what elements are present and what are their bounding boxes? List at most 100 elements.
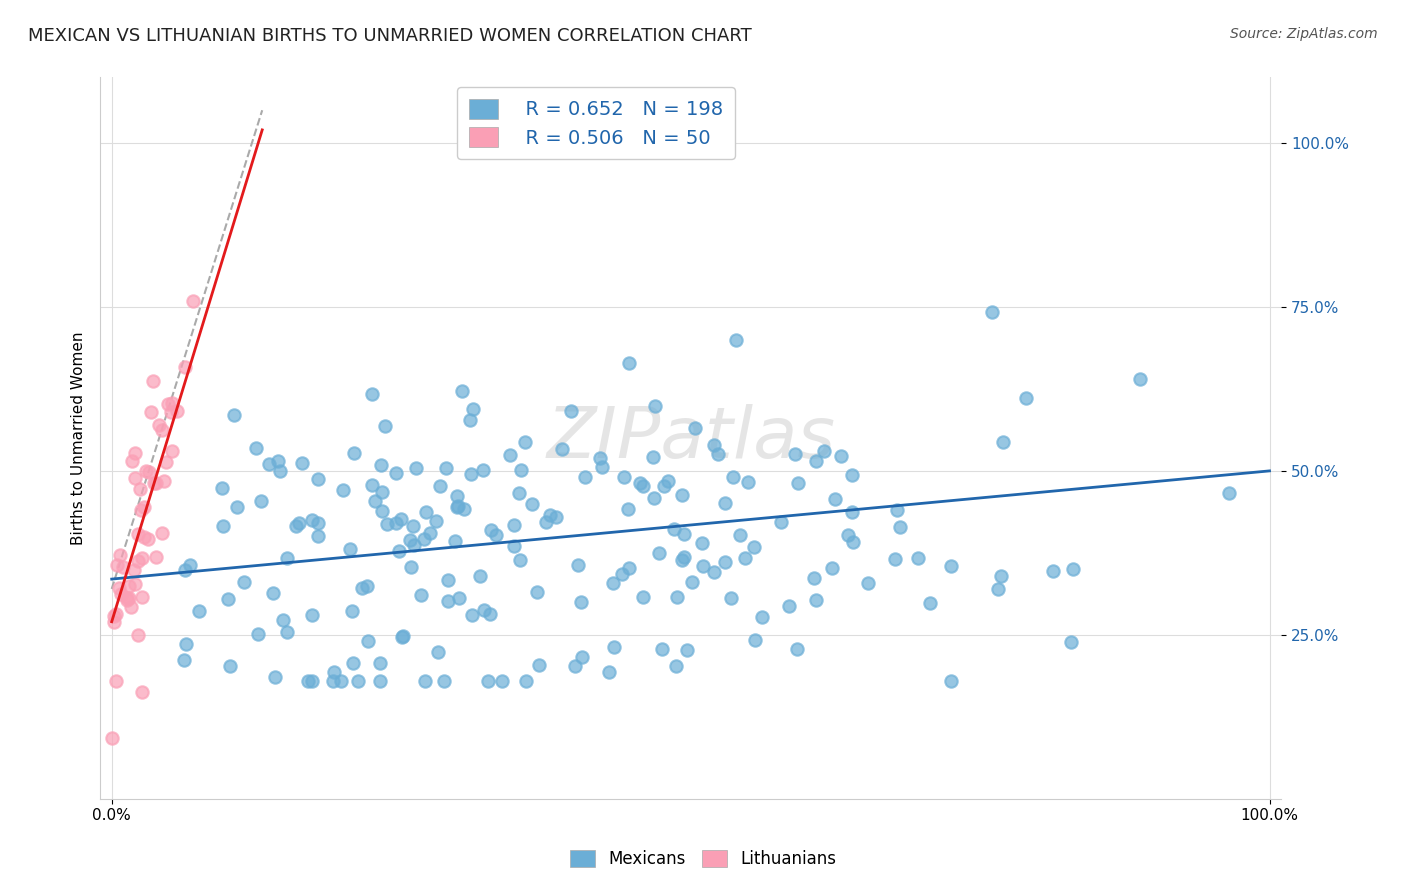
Point xyxy=(628,475,651,490)
Point xyxy=(534,515,557,529)
Point xyxy=(651,642,673,657)
Point xyxy=(631,590,654,604)
Point xyxy=(569,595,592,609)
Point xyxy=(472,463,495,477)
Point xyxy=(499,448,522,462)
Point xyxy=(402,519,425,533)
Point xyxy=(131,550,153,565)
Point xyxy=(179,558,201,573)
Point xyxy=(472,603,495,617)
Point xyxy=(491,673,513,688)
Point xyxy=(301,513,323,527)
Point xyxy=(118,591,141,605)
Point xyxy=(117,579,139,593)
Point xyxy=(104,607,127,621)
Point xyxy=(721,469,744,483)
Point xyxy=(685,421,707,435)
Point xyxy=(124,577,146,591)
Point xyxy=(571,650,593,665)
Point xyxy=(478,607,501,622)
Point xyxy=(212,518,235,533)
Point xyxy=(121,454,143,468)
Point xyxy=(101,731,124,746)
Point xyxy=(301,673,323,688)
Point xyxy=(446,500,468,515)
Point xyxy=(110,586,132,600)
Point xyxy=(451,384,474,398)
Point xyxy=(276,624,298,639)
Point xyxy=(589,450,612,465)
Point xyxy=(361,478,384,492)
Point xyxy=(368,656,391,670)
Point xyxy=(993,434,1015,449)
Point xyxy=(363,493,385,508)
Point xyxy=(219,659,242,673)
Point xyxy=(725,334,748,348)
Point xyxy=(813,444,835,458)
Point xyxy=(737,475,759,489)
Point xyxy=(174,359,197,374)
Point xyxy=(183,294,205,309)
Point xyxy=(503,517,526,532)
Point xyxy=(288,516,311,530)
Point xyxy=(284,518,307,533)
Point xyxy=(509,553,531,567)
Point xyxy=(527,657,550,672)
Point xyxy=(111,560,134,574)
Point xyxy=(886,503,908,517)
Point xyxy=(155,455,177,469)
Point xyxy=(631,479,654,493)
Point xyxy=(342,656,364,670)
Point xyxy=(160,405,183,419)
Point xyxy=(434,460,457,475)
Point xyxy=(477,673,499,688)
Point xyxy=(461,607,484,622)
Point xyxy=(352,581,374,595)
Point xyxy=(389,512,412,526)
Point xyxy=(374,419,396,434)
Point xyxy=(830,449,852,463)
Point xyxy=(391,630,413,644)
Point xyxy=(806,593,828,607)
Point xyxy=(120,599,142,614)
Point xyxy=(371,485,394,500)
Point xyxy=(778,599,800,614)
Point xyxy=(672,526,695,541)
Text: MEXICAN VS LITHUANIAN BIRTHS TO UNMARRIED WOMEN CORRELATION CHART: MEXICAN VS LITHUANIAN BIRTHS TO UNMARRIE… xyxy=(28,27,752,45)
Point xyxy=(889,520,911,534)
Point xyxy=(384,516,406,530)
Point xyxy=(591,459,613,474)
Point xyxy=(329,673,352,688)
Point xyxy=(339,541,361,556)
Point xyxy=(264,670,287,684)
Point xyxy=(770,516,793,530)
Point xyxy=(332,483,354,498)
Point xyxy=(544,510,567,524)
Point xyxy=(160,443,183,458)
Point xyxy=(134,500,156,514)
Point xyxy=(824,491,846,506)
Point xyxy=(415,505,437,519)
Point xyxy=(676,642,699,657)
Point xyxy=(247,627,270,641)
Point xyxy=(343,446,366,460)
Point xyxy=(598,665,620,680)
Point xyxy=(644,400,666,414)
Point xyxy=(671,487,693,501)
Point xyxy=(560,403,582,417)
Point xyxy=(124,471,146,485)
Point xyxy=(142,374,165,388)
Point xyxy=(399,533,422,547)
Point xyxy=(602,576,624,591)
Point xyxy=(399,559,422,574)
Point xyxy=(786,642,808,657)
Point xyxy=(707,447,730,461)
Point xyxy=(357,634,380,648)
Point xyxy=(858,576,880,591)
Point xyxy=(307,528,329,542)
Point xyxy=(657,474,679,488)
Point xyxy=(347,673,370,688)
Point xyxy=(690,536,713,550)
Point xyxy=(671,553,693,567)
Point xyxy=(564,659,586,673)
